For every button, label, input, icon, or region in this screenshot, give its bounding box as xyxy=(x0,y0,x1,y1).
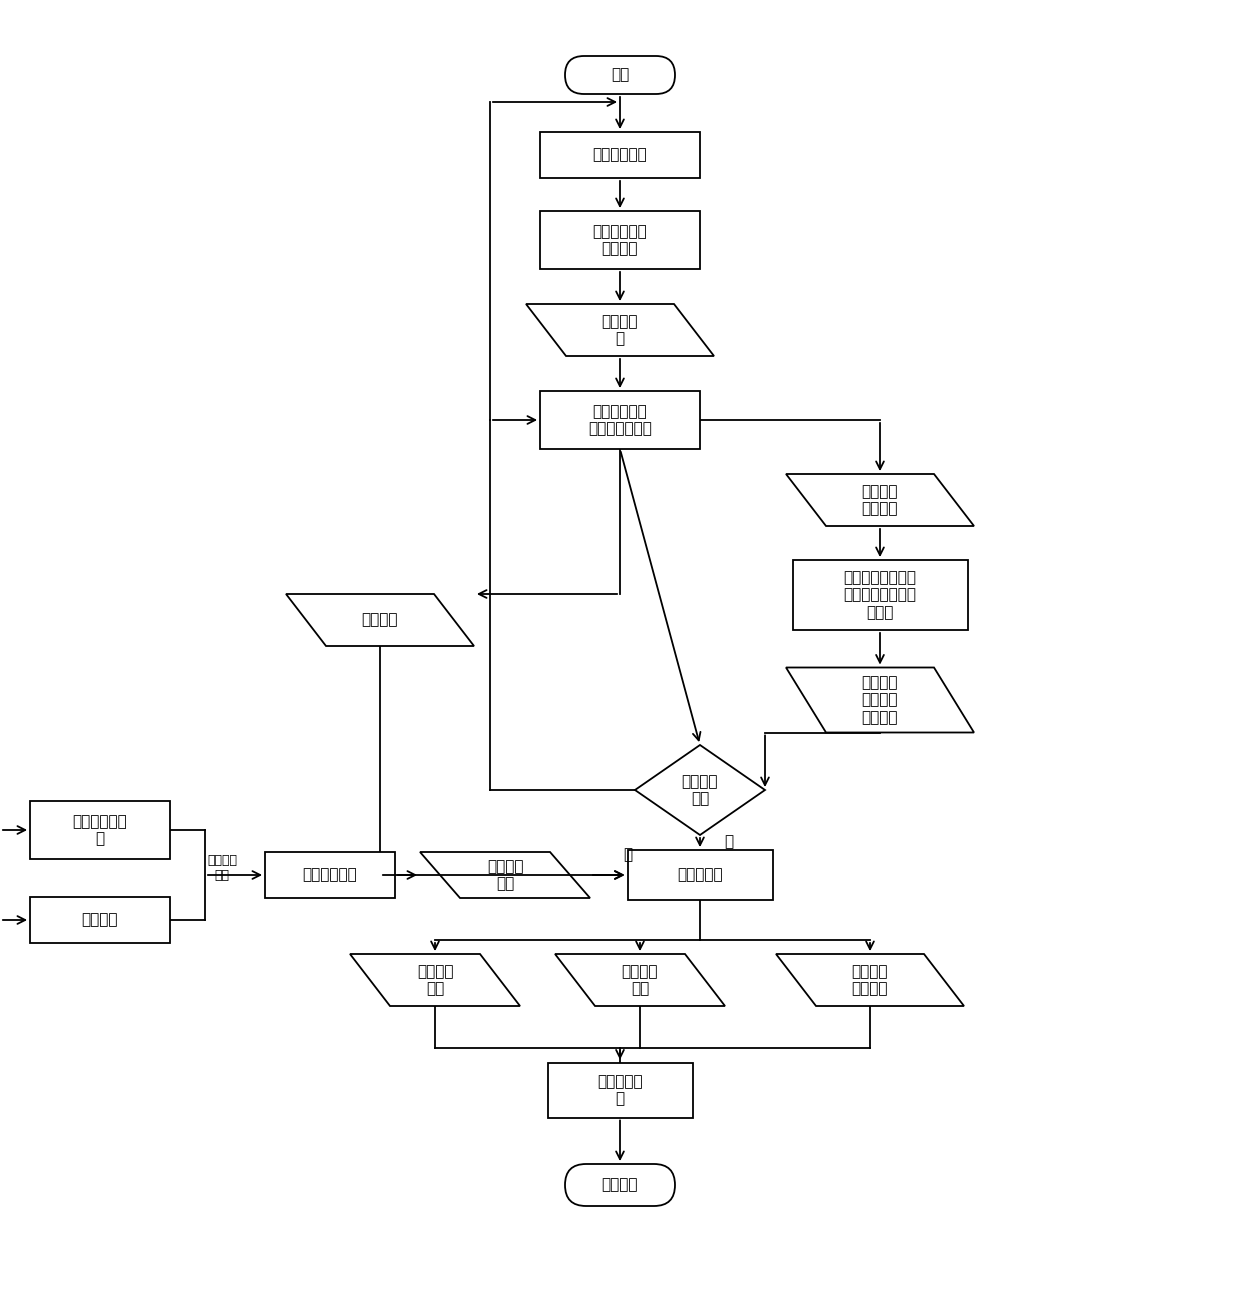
Text: 信息发布: 信息发布 xyxy=(601,1178,639,1192)
FancyBboxPatch shape xyxy=(565,1164,675,1206)
Text: 样本台区
集: 样本台区 集 xyxy=(601,314,639,346)
Bar xyxy=(265,852,396,898)
Text: 台区理论线损
计算模块: 台区理论线损 计算模块 xyxy=(593,224,647,256)
Text: 线损分析模
块: 线损分析模 块 xyxy=(598,1073,642,1106)
Text: 营销系统: 营销系统 xyxy=(82,913,118,927)
Text: 否: 否 xyxy=(724,835,734,849)
Text: 系统接口模块: 系统接口模块 xyxy=(303,867,357,883)
Bar xyxy=(627,850,773,900)
Text: 是: 是 xyxy=(624,848,632,862)
Polygon shape xyxy=(526,304,714,356)
Polygon shape xyxy=(786,473,973,526)
Bar xyxy=(539,132,701,179)
Bar xyxy=(539,211,701,269)
FancyBboxPatch shape xyxy=(565,56,675,94)
Polygon shape xyxy=(556,955,725,1005)
Bar xyxy=(548,1063,692,1118)
Text: 所有台区
信息: 所有台区 信息 xyxy=(487,859,523,891)
Text: 线损分类器: 线损分类器 xyxy=(677,867,723,883)
Text: 按日和月
采集: 按日和月 采集 xyxy=(207,854,237,882)
Bar xyxy=(30,897,170,943)
Polygon shape xyxy=(635,745,765,835)
Polygon shape xyxy=(786,668,973,733)
Polygon shape xyxy=(350,955,520,1005)
Text: 台区线损率多元线
性回归计算模型功
能模块: 台区线损率多元线 性回归计算模型功 能模块 xyxy=(843,570,916,619)
Bar xyxy=(539,391,701,449)
Polygon shape xyxy=(286,595,474,645)
Text: 计量自动化系
统: 计量自动化系 统 xyxy=(73,814,128,846)
Text: 各类别的
样本台区: 各类别的 样本台区 xyxy=(862,484,898,516)
Text: 分类原则: 分类原则 xyxy=(362,613,398,627)
Text: 开始: 开始 xyxy=(611,68,629,82)
Bar xyxy=(30,801,170,859)
Text: 选取典型台区: 选取典型台区 xyxy=(593,147,647,163)
Text: 台区类别
标签: 台区类别 标签 xyxy=(417,964,454,996)
Polygon shape xyxy=(776,955,963,1005)
Text: 是否需要
更新: 是否需要 更新 xyxy=(682,773,718,806)
Bar xyxy=(792,559,967,630)
Text: 线损异常
报警信息: 线损异常 报警信息 xyxy=(852,964,888,996)
Text: 正常台区
信息: 正常台区 信息 xyxy=(621,964,658,996)
Text: 各类别台
区线损率
计算模型: 各类别台 区线损率 计算模型 xyxy=(862,675,898,725)
Polygon shape xyxy=(420,852,590,898)
Text: 台区线损分类
训练器功能模块: 台区线损分类 训练器功能模块 xyxy=(588,404,652,437)
